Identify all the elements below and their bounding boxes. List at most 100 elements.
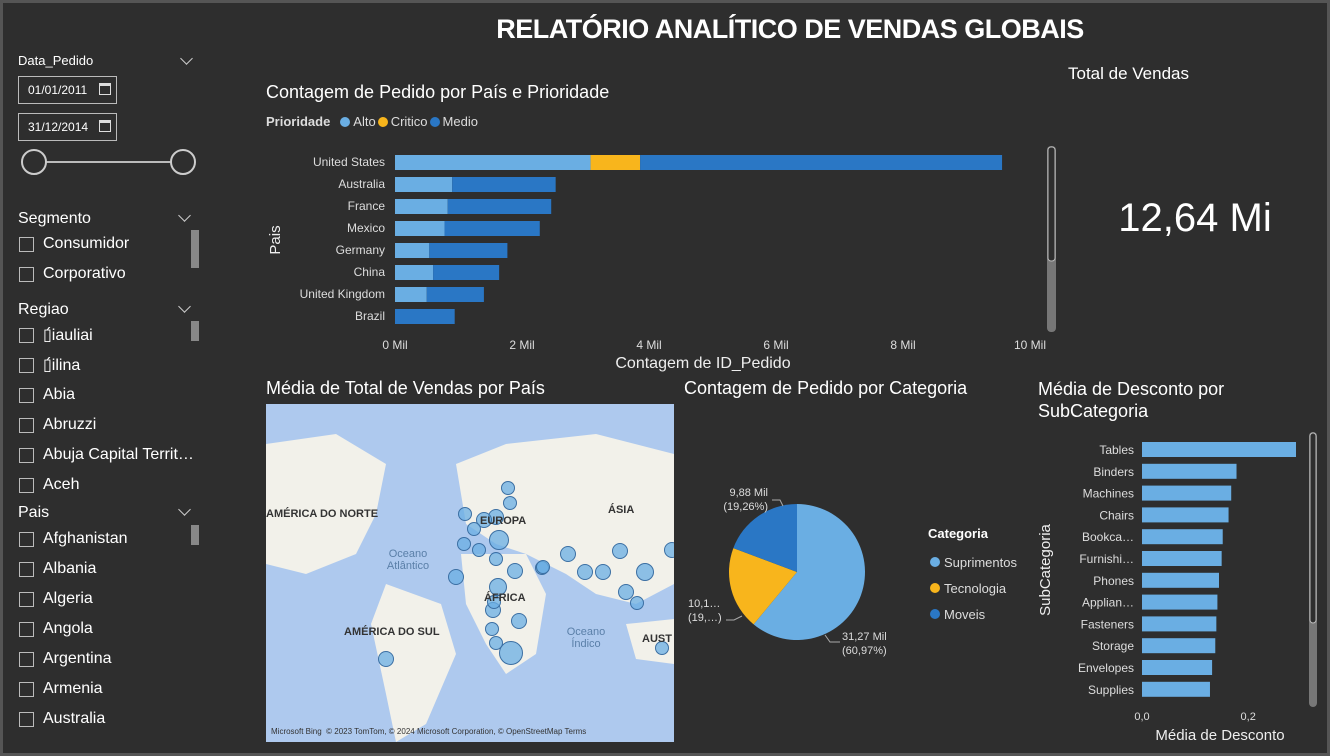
bar-segment-medio[interactable] [426,287,484,302]
map-bubble[interactable] [458,507,472,521]
bar-segment-medio[interactable] [452,177,556,192]
checkbox[interactable] [19,357,34,373]
map-bubble[interactable] [499,641,523,665]
bar-segment-medio[interactable] [640,155,1003,170]
checkbox[interactable] [19,387,34,403]
bar-segment-alto[interactable] [395,221,445,236]
bar-segment-alto[interactable] [395,155,591,170]
checkbox[interactable] [19,236,34,252]
legend-medio[interactable]: Medio [442,114,478,129]
filter-option[interactable]: Algeria [19,588,93,610]
filter-option[interactable]: Abia [19,384,75,406]
discount-bar[interactable] [1142,485,1232,501]
map-bubble[interactable] [476,512,492,528]
checkbox[interactable] [19,417,34,433]
discount-bar[interactable] [1142,463,1237,479]
bar-segment-medio[interactable] [395,309,455,324]
calendar-icon[interactable] [99,83,111,95]
bar-segment-alto[interactable] [395,265,434,280]
discount-bar[interactable] [1142,442,1296,457]
bar-segment-alto[interactable] [395,243,430,258]
map-bubble[interactable] [536,560,550,574]
slider-end-handle[interactable] [170,149,196,175]
checkbox[interactable] [19,531,34,547]
checkbox[interactable] [19,327,34,343]
pie-slice-suprimentos[interactable] [753,504,865,640]
end-date-input[interactable]: 31/12/2014 [18,113,117,141]
legend-item-suprimentos[interactable]: Suprimentos [928,549,1017,575]
checkbox[interactable] [19,651,34,667]
filter-option[interactable]: Corporativo [19,263,126,285]
checkbox[interactable] [19,477,34,493]
bar-segment-medio[interactable] [444,221,540,236]
bar-segment-alto[interactable] [395,177,453,192]
filter-option[interactable]: Armenia [19,678,103,700]
filter-option[interactable]: Angola [19,618,93,640]
filter-option[interactable]: Argentina [19,648,112,670]
segmento-scrollbar[interactable] [191,230,199,268]
legend-item-moveis[interactable]: Moveis [928,601,1017,627]
checkbox[interactable] [19,591,34,607]
pie-slice-tecnologia[interactable] [729,548,797,625]
start-date-input[interactable]: 01/01/2011 [18,76,117,104]
map-bubble[interactable] [630,596,644,610]
filter-option[interactable]: Abruzzi [19,414,96,436]
map-bubble[interactable] [595,564,611,580]
map-bubble[interactable] [378,651,394,667]
discount-bar[interactable] [1142,660,1213,675]
category-pie-chart[interactable]: 31,27 Mil (60,97%) 10,1… (19,…) 9,88 Mil (19,… [680,470,920,670]
discount-bar[interactable] [1142,681,1210,697]
discount-bar[interactable] [1142,507,1229,523]
map-bubble[interactable] [472,543,486,557]
bar-segment-critico[interactable] [590,155,641,170]
map-bubble[interactable] [467,522,481,536]
country-priority-bar-chart[interactable]: United States Australia France Mexico German… [260,140,1070,375]
map-bubble[interactable] [503,496,517,510]
regiao-scrollbar[interactable] [191,321,199,341]
discount-bar-chart[interactable]: Tables Binders Machines Chairs Bookca… Furnis… [1034,430,1324,748]
map-bubble[interactable] [577,564,593,580]
map-bubble[interactable] [664,542,674,558]
checkbox[interactable] [19,681,34,697]
discount-bar[interactable] [1142,529,1223,545]
chart-scroll-thumb[interactable] [1047,146,1056,262]
filter-option[interactable]: Aceh [19,474,79,496]
map-bubble[interactable] [507,563,523,579]
map-bubble[interactable] [489,552,503,566]
bar-segment-medio[interactable] [433,265,500,280]
bar-segment-alto[interactable] [395,199,448,214]
pie-slice-moveis[interactable] [733,504,797,572]
discount-bar[interactable] [1142,594,1218,610]
map-bubble[interactable] [636,563,654,581]
checkbox[interactable] [19,266,34,282]
map-bubble[interactable] [448,569,464,585]
map-bubble[interactable] [612,543,628,559]
map-bubble[interactable] [618,584,634,600]
bar-segment-medio[interactable] [429,243,508,258]
discount-bar[interactable] [1142,551,1222,566]
date-range-slider[interactable] [34,161,184,163]
legend-alto[interactable]: Alto [353,114,376,129]
filter-option[interactable]: Consumidor [19,233,129,255]
filter-option[interactable]: Albania [19,558,96,580]
discount-bar[interactable] [1142,638,1216,654]
map-bubble[interactable] [560,546,576,562]
bar-segment-medio[interactable] [447,199,552,214]
discount-bar[interactable] [1142,572,1219,588]
bar-segment-alto[interactable] [395,287,427,302]
map-bubble[interactable] [485,622,499,636]
calendar-icon[interactable] [99,120,111,132]
map-bubble[interactable] [457,537,471,551]
sales-map[interactable]: AMÉRICA DO NORTE EUROPA ÁSIA ÁFRICA AMÉR… [266,404,674,742]
map-bubble[interactable] [511,613,527,629]
filter-option[interactable]: ▯́iauliai [19,324,93,346]
filter-option[interactable]: Australia [19,708,105,730]
map-bubble[interactable] [489,530,509,550]
filter-option[interactable]: Afghanistan [19,528,128,550]
chart-scroll-thumb[interactable] [1309,432,1317,624]
checkbox[interactable] [19,447,34,463]
checkbox[interactable] [19,561,34,577]
legend-critico[interactable]: Critico [390,114,428,129]
pais-scrollbar[interactable] [191,525,199,545]
discount-bar[interactable] [1142,616,1217,632]
